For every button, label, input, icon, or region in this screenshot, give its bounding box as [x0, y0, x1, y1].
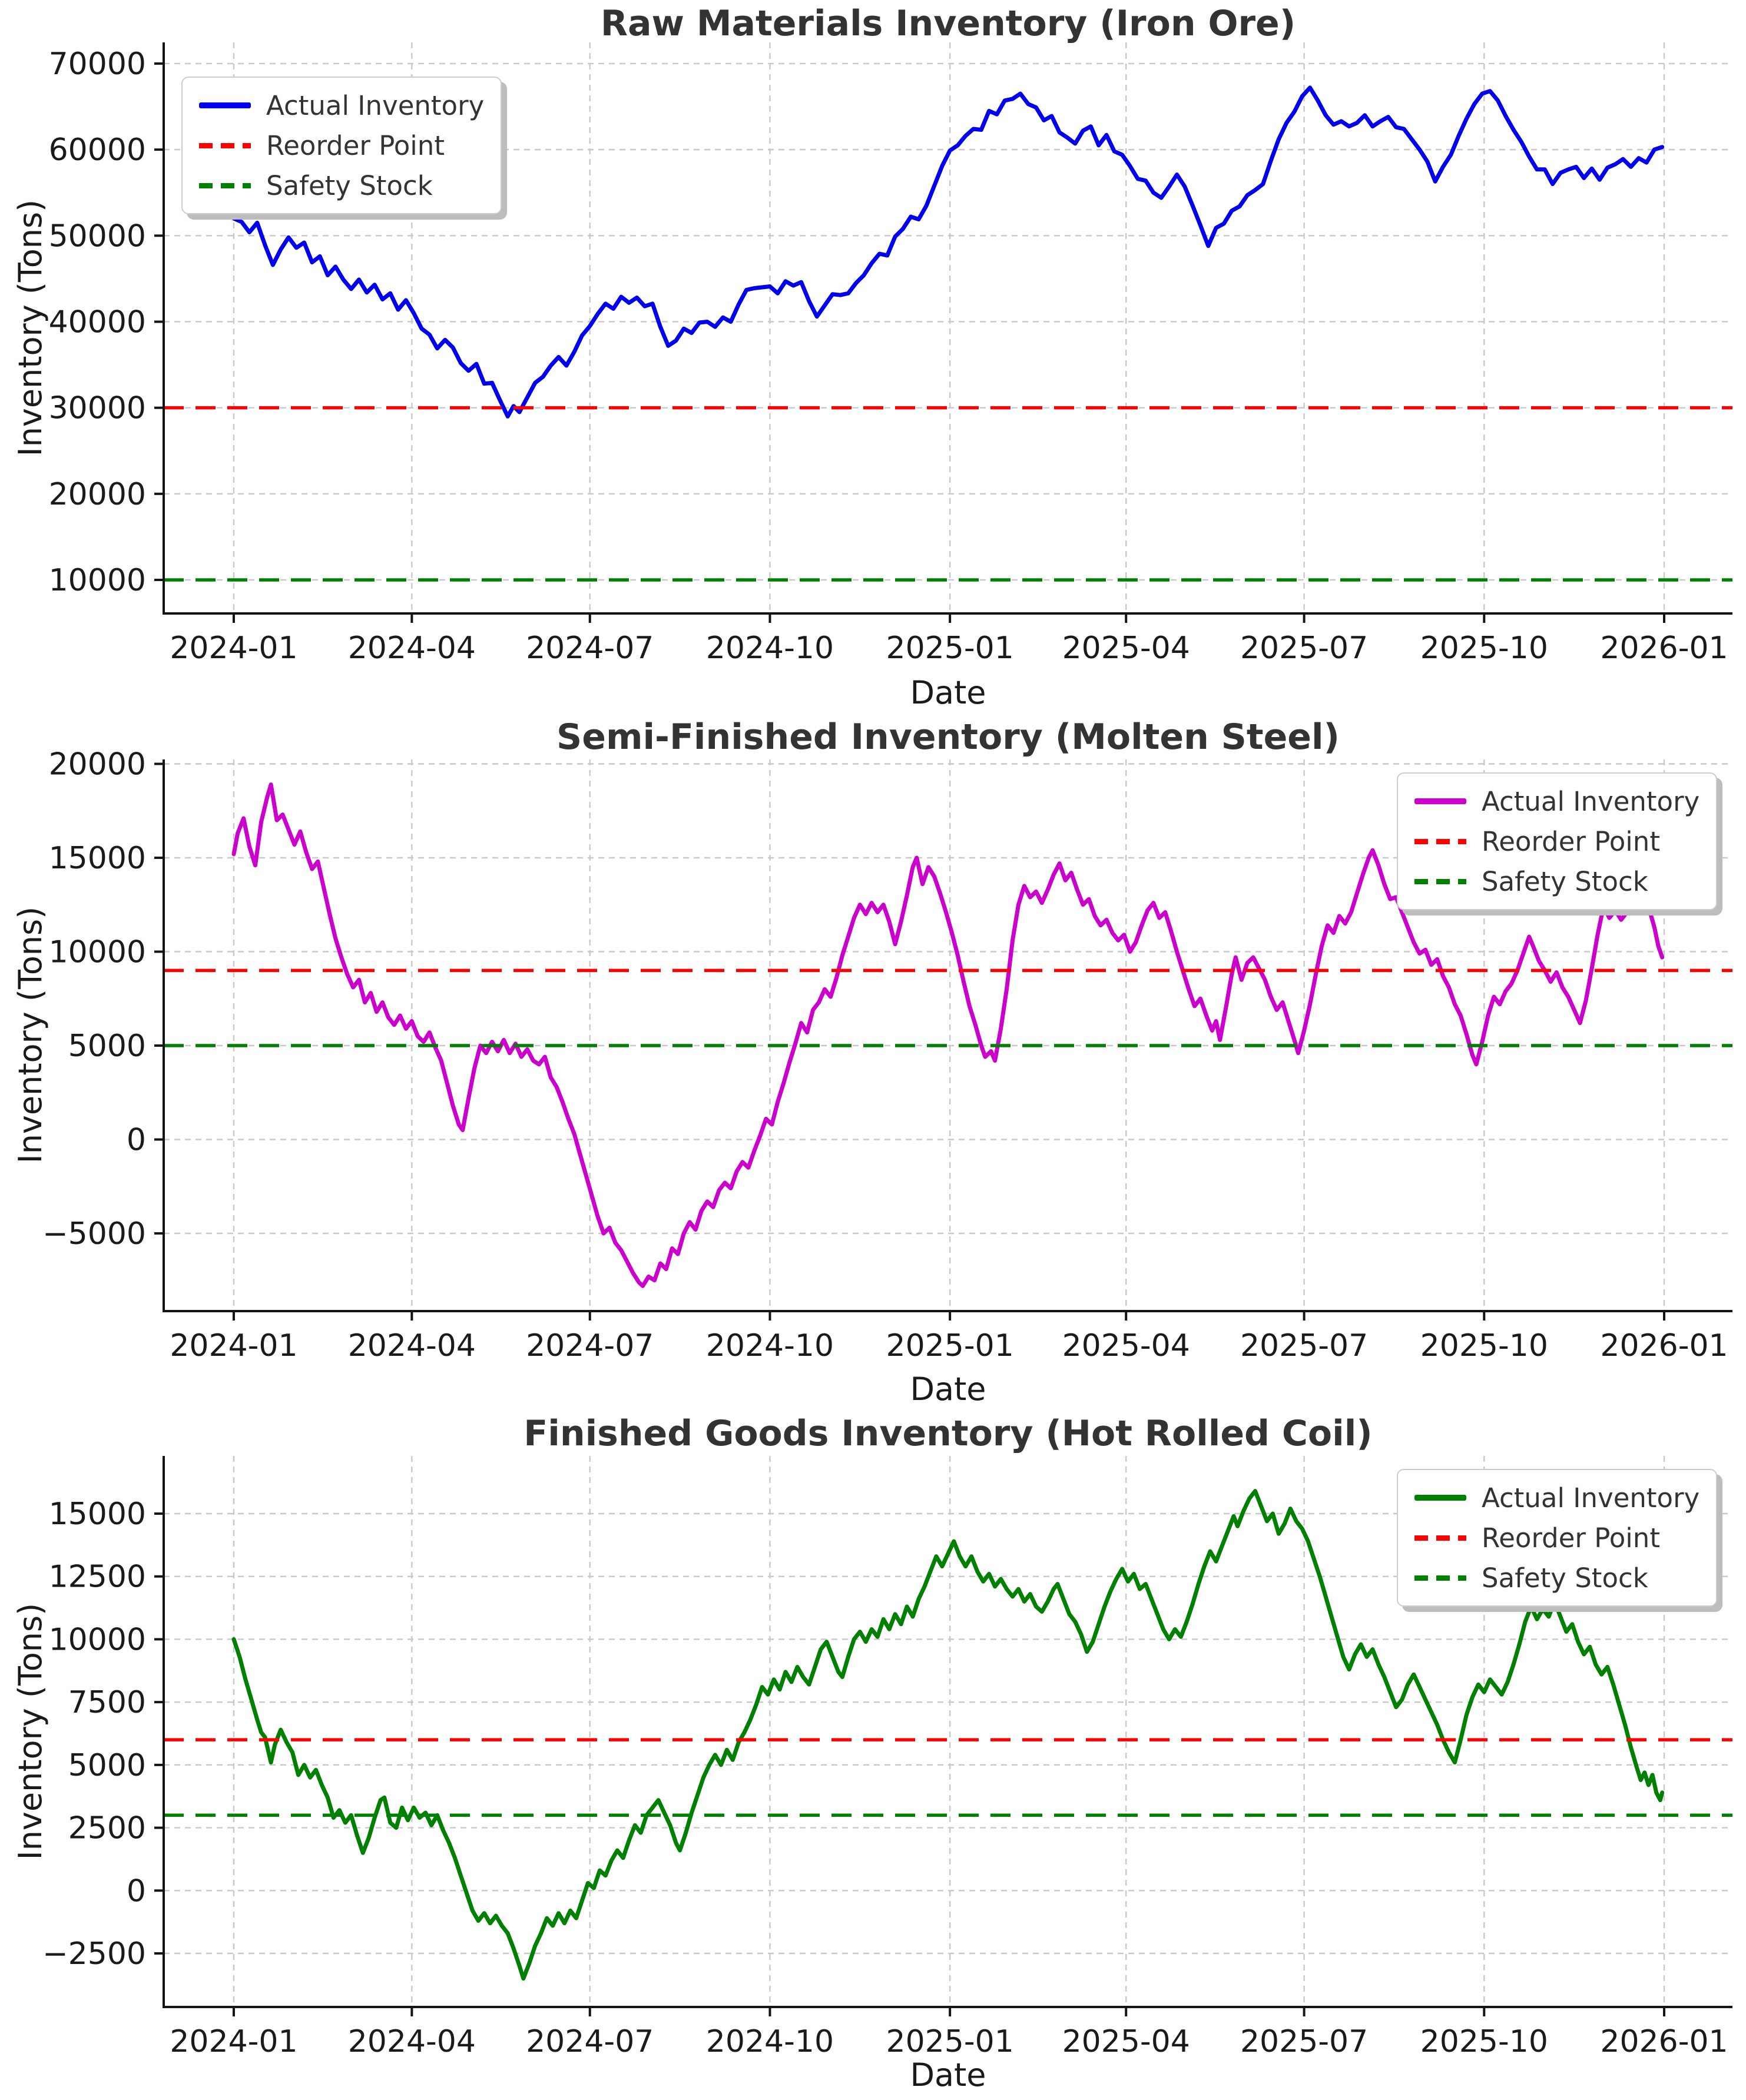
legend-item: Actual Inventory — [199, 88, 484, 122]
x-tick-label: 2024-01 — [170, 1328, 297, 1363]
y-tick-label: 12500 — [49, 1560, 146, 1595]
legend-label: Actual Inventory — [1482, 1482, 1700, 1514]
legend-label: Reorder Point — [1482, 825, 1660, 857]
x-tick-label: 2025-01 — [886, 631, 1014, 666]
x-tick-label: 2025-07 — [1240, 1328, 1368, 1363]
y-tick-label: 15000 — [49, 1497, 146, 1532]
legend-label: Actual Inventory — [1482, 785, 1700, 817]
x-tick-label: 2026-01 — [1600, 1328, 1728, 1363]
actual-inventory-series — [231, 782, 1665, 1288]
actual-inventory-line-swatch — [1414, 798, 1466, 804]
x-tick-label: 2025-10 — [1420, 2024, 1548, 2059]
chart-1-y-axis-label: Inventory (Tons) — [12, 199, 49, 457]
y-tick-label: 50000 — [49, 218, 146, 254]
x-tick-label: 2024-10 — [706, 1328, 834, 1363]
x-tick-label: 2025-04 — [1062, 1328, 1190, 1363]
legend-label: Safety Stock — [1482, 1562, 1648, 1594]
x-tick-label: 2025-04 — [1062, 2024, 1190, 2059]
y-tick-label: 40000 — [49, 304, 146, 340]
legend-item: Safety Stock — [1414, 864, 1699, 898]
legend-label: Safety Stock — [266, 170, 433, 201]
x-tick-label: 2025-01 — [886, 2024, 1014, 2059]
chart-1-x-axis-label: Date — [910, 674, 986, 711]
x-tick-label: 2025-10 — [1420, 631, 1548, 666]
y-tick-label: 10000 — [49, 1622, 146, 1657]
legend-item: Safety Stock — [199, 168, 484, 203]
safety-stock-line-swatch — [1414, 878, 1466, 884]
y-tick-label: −5000 — [42, 1216, 146, 1252]
x-tick-label: 2024-07 — [526, 2024, 654, 2059]
x-tick-label: 2024-07 — [526, 631, 654, 666]
actual-inventory-series — [231, 1489, 1665, 1981]
chart-2-y-axis-label: Inventory (Tons) — [12, 906, 49, 1164]
chart-3-legend: Actual Inventory Reorder Point Safety St… — [1397, 1469, 1718, 1607]
legend-item: Reorder Point — [199, 128, 484, 162]
x-tick-label: 2024-10 — [706, 631, 834, 666]
chart-2-x-axis-label: Date — [910, 1371, 986, 1408]
x-tick-label: 2024-04 — [348, 1328, 476, 1363]
y-tick-label: 0 — [127, 1873, 146, 1909]
chart-3-y-axis-label: Inventory (Tons) — [12, 1603, 49, 1860]
safety-stock-line-swatch — [1414, 1575, 1466, 1581]
y-tick-label: 10000 — [49, 934, 146, 970]
chart-3-x-axis-label: Date — [910, 2056, 986, 2094]
actual-inventory-series — [231, 85, 1665, 419]
x-tick-label: 2026-01 — [1600, 2024, 1728, 2059]
x-tick-label: 2025-01 — [886, 1328, 1014, 1363]
x-tick-label: 2025-10 — [1420, 1328, 1548, 1363]
legend-label: Safety Stock — [1482, 865, 1648, 897]
y-tick-label: 2500 — [68, 1811, 146, 1846]
y-tick-label: 10000 — [49, 563, 146, 598]
reorder-point-line-swatch — [199, 142, 251, 148]
chart-3-title: Finished Goods Inventory (Hot Rolled Coi… — [524, 1413, 1373, 1454]
chart-1-title: Raw Materials Inventory (Iron Ore) — [600, 3, 1296, 44]
x-tick-label: 2025-04 — [1062, 631, 1190, 666]
y-tick-label: 60000 — [49, 132, 146, 168]
x-tick-label: 2024-10 — [706, 2024, 834, 2059]
y-tick-label: 70000 — [49, 47, 146, 82]
y-tick-label: 15000 — [49, 841, 146, 876]
chart-2-title: Semi-Finished Inventory (Molten Steel) — [556, 716, 1340, 758]
legend-label: Actual Inventory — [266, 89, 485, 121]
legend-item: Reorder Point — [1414, 824, 1699, 858]
y-tick-label: 20000 — [49, 477, 146, 512]
legend-label: Reorder Point — [1482, 1522, 1660, 1554]
x-tick-label: 2024-01 — [170, 631, 297, 666]
reorder-point-line-swatch — [1414, 1535, 1466, 1541]
actual-inventory-line-swatch — [199, 102, 251, 108]
actual-inventory-line-swatch — [1414, 1495, 1466, 1501]
legend-item: Actual Inventory — [1414, 784, 1699, 818]
y-tick-label: 20000 — [49, 747, 146, 782]
y-tick-label: 5000 — [68, 1029, 146, 1064]
x-tick-label: 2024-04 — [348, 631, 476, 666]
x-tick-label: 2025-07 — [1240, 2024, 1368, 2059]
y-tick-label: 5000 — [68, 1748, 146, 1783]
x-tick-label: 2026-01 — [1600, 631, 1728, 666]
y-tick-label: 30000 — [49, 391, 146, 426]
chart-1-legend: Actual Inventory Reorder Point Safety St… — [181, 77, 502, 214]
chart-2-legend: Actual Inventory Reorder Point Safety St… — [1397, 772, 1718, 910]
y-tick-label: 0 — [127, 1122, 146, 1157]
safety-stock-line-swatch — [199, 183, 251, 188]
legend-item: Actual Inventory — [1414, 1481, 1699, 1515]
legend-item: Safety Stock — [1414, 1561, 1699, 1595]
legend-label: Reorder Point — [266, 130, 445, 161]
x-tick-label: 2024-01 — [170, 2024, 297, 2059]
x-tick-label: 2024-07 — [526, 1328, 654, 1363]
x-tick-label: 2024-04 — [348, 2024, 476, 2059]
x-tick-label: 2025-07 — [1240, 631, 1368, 666]
legend-item: Reorder Point — [1414, 1521, 1699, 1555]
reorder-point-line-swatch — [1414, 838, 1466, 844]
y-tick-label: 7500 — [68, 1685, 146, 1720]
y-tick-label: −2500 — [42, 1936, 146, 1972]
